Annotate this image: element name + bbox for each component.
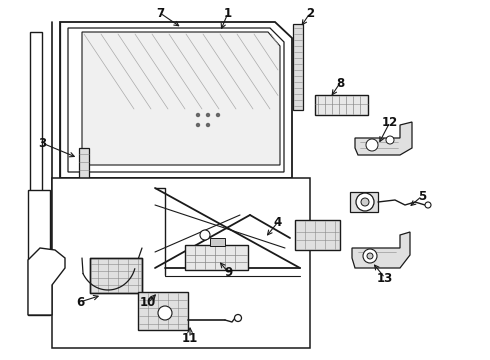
Circle shape xyxy=(158,306,172,320)
Text: 4: 4 xyxy=(274,216,282,229)
Circle shape xyxy=(361,198,369,206)
Text: 6: 6 xyxy=(76,296,84,309)
Text: 8: 8 xyxy=(336,77,344,90)
Text: 11: 11 xyxy=(182,332,198,345)
Circle shape xyxy=(200,230,210,240)
Polygon shape xyxy=(350,192,378,212)
Polygon shape xyxy=(68,28,284,172)
Polygon shape xyxy=(210,238,225,246)
Polygon shape xyxy=(293,24,303,110)
Text: 2: 2 xyxy=(306,6,314,19)
Polygon shape xyxy=(79,148,89,185)
Circle shape xyxy=(366,139,378,151)
Text: 3: 3 xyxy=(38,136,46,149)
Circle shape xyxy=(196,123,199,126)
Polygon shape xyxy=(355,122,412,155)
Text: 12: 12 xyxy=(382,116,398,129)
Circle shape xyxy=(235,315,242,321)
Polygon shape xyxy=(138,292,188,330)
Circle shape xyxy=(386,136,394,144)
Circle shape xyxy=(217,113,220,117)
Text: 9: 9 xyxy=(224,266,232,279)
Circle shape xyxy=(206,123,210,126)
Circle shape xyxy=(196,113,199,117)
Text: 5: 5 xyxy=(418,189,426,202)
Text: 13: 13 xyxy=(377,271,393,284)
Polygon shape xyxy=(60,22,292,178)
Circle shape xyxy=(356,193,374,211)
Polygon shape xyxy=(28,248,65,315)
Circle shape xyxy=(363,249,377,263)
Text: 7: 7 xyxy=(156,6,164,19)
Circle shape xyxy=(206,113,210,117)
Text: 1: 1 xyxy=(224,6,232,19)
Text: 10: 10 xyxy=(140,297,156,310)
Polygon shape xyxy=(295,220,340,250)
Polygon shape xyxy=(315,95,368,115)
Polygon shape xyxy=(82,32,280,165)
Polygon shape xyxy=(52,178,310,348)
Polygon shape xyxy=(352,232,410,268)
Circle shape xyxy=(367,253,373,259)
Circle shape xyxy=(425,202,431,208)
Polygon shape xyxy=(90,258,142,293)
Polygon shape xyxy=(185,245,248,270)
Polygon shape xyxy=(30,32,42,300)
Polygon shape xyxy=(28,190,50,315)
